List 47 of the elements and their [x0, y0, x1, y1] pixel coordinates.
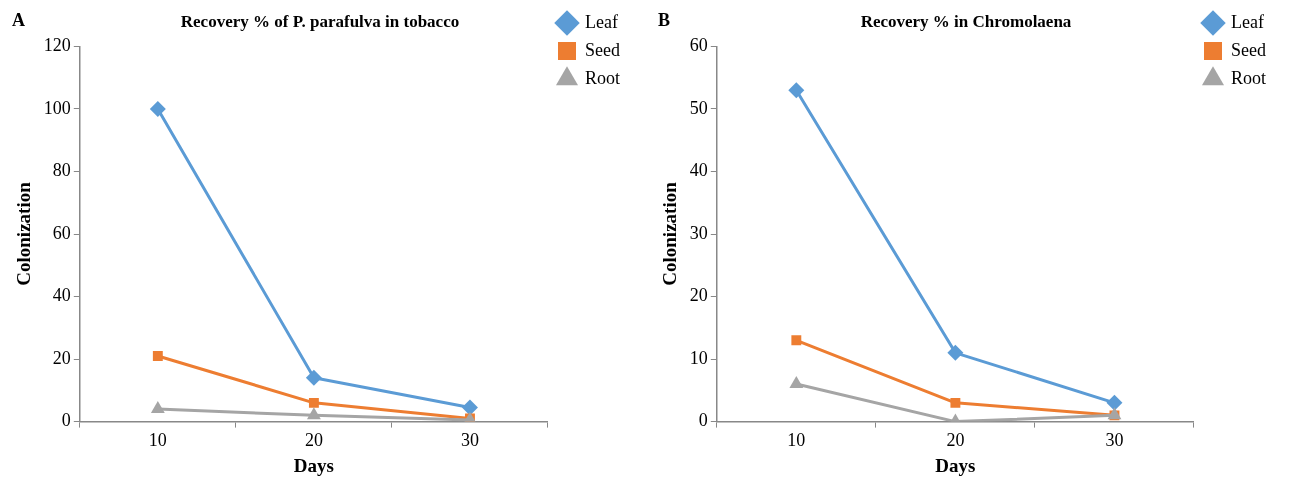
- y-tick-label: 40: [52, 285, 71, 306]
- point: [791, 335, 802, 346]
- point: [308, 397, 319, 408]
- text: B: [658, 9, 671, 30]
- y-tick-label: 30: [689, 222, 708, 243]
- point: [461, 399, 478, 416]
- y-tick-label: 40: [689, 160, 708, 181]
- legend-label: Leaf: [584, 11, 618, 32]
- x-tick-label: 10: [148, 430, 167, 451]
- y-axis-title: Colonization: [13, 181, 35, 286]
- y-tick-label: 80: [52, 160, 71, 181]
- y-tick-label: 0: [61, 410, 71, 431]
- legend-label: Root: [1230, 67, 1267, 88]
- x-tick-label: 30: [460, 430, 479, 451]
- y-axis-title: Colonization: [659, 181, 681, 286]
- point: [152, 350, 163, 361]
- legend-label: Leaf: [1230, 11, 1264, 32]
- chart-title: Recovery % of P. parafulva in tobacco: [180, 11, 460, 31]
- y-tick-label: 0: [698, 410, 708, 431]
- y-tick-label: 120: [43, 35, 71, 56]
- chart-title: Recovery % in Chromolaena: [860, 11, 1072, 31]
- legend-label: Root: [584, 67, 621, 88]
- point: [788, 82, 805, 99]
- y-tick-label: 60: [689, 35, 708, 56]
- y-tick-label: 20: [52, 347, 71, 368]
- legend-label: Seed: [584, 39, 620, 60]
- point: [150, 401, 165, 414]
- y-tick-label: 100: [43, 97, 71, 118]
- point: [1106, 394, 1123, 411]
- point: [950, 397, 961, 408]
- point: [306, 407, 321, 420]
- legend-label: Seed: [1230, 39, 1266, 60]
- text: A: [12, 9, 25, 30]
- y-tick-label: 60: [52, 222, 71, 243]
- x-axis-title: Days: [935, 454, 976, 476]
- x-tick-label: 10: [787, 430, 806, 451]
- point: [305, 369, 322, 386]
- x-axis-title: Days: [293, 454, 334, 476]
- y-tick-label: 20: [689, 285, 708, 306]
- point: [789, 376, 804, 389]
- y-tick-label: 50: [689, 97, 708, 118]
- x-tick-label: 20: [946, 430, 965, 451]
- x-tick-label: 20: [304, 430, 323, 451]
- y-tick-label: 10: [689, 347, 708, 368]
- point: [149, 100, 166, 117]
- point: [947, 344, 964, 361]
- x-tick-label: 30: [1105, 430, 1124, 451]
